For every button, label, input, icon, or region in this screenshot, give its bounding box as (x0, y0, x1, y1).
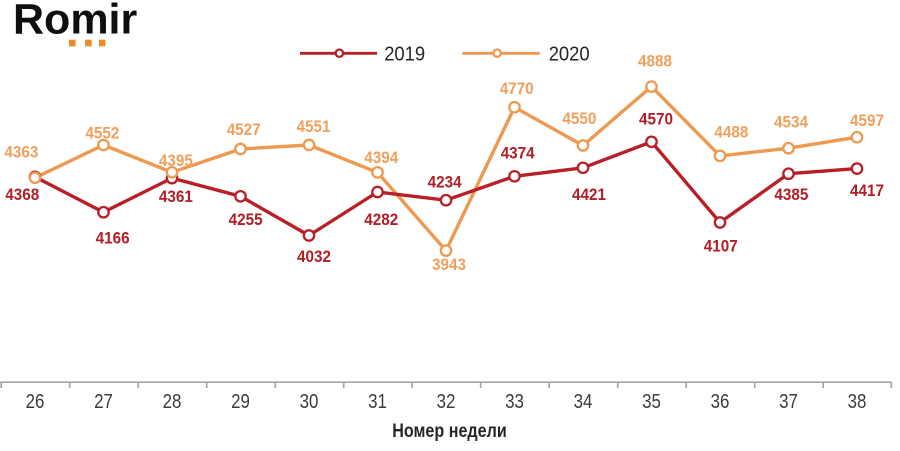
svg-text:4488: 4488 (714, 124, 748, 142)
svg-text:4032: 4032 (297, 248, 331, 266)
svg-text:4888: 4888 (638, 53, 672, 71)
svg-text:37: 37 (779, 390, 798, 413)
svg-text:Romir: Romir (13, 0, 138, 44)
svg-text:31: 31 (368, 390, 387, 413)
svg-text:4107: 4107 (704, 238, 738, 256)
svg-text:4394: 4394 (364, 149, 399, 167)
svg-text:4361: 4361 (159, 188, 193, 206)
svg-text:36: 36 (711, 390, 730, 413)
svg-text:4551: 4551 (297, 118, 331, 136)
svg-text:4282: 4282 (364, 211, 398, 229)
svg-text:4234: 4234 (428, 173, 463, 191)
svg-text:33: 33 (505, 390, 524, 413)
svg-text:26: 26 (26, 390, 45, 413)
svg-text:4770: 4770 (500, 80, 534, 98)
svg-text:4417: 4417 (850, 182, 884, 200)
svg-text:32: 32 (437, 390, 456, 413)
svg-text:4395: 4395 (159, 152, 193, 170)
svg-text:Номер недели: Номер недели (392, 421, 507, 442)
svg-text:35: 35 (642, 390, 661, 413)
svg-text:4527: 4527 (227, 121, 261, 139)
svg-text:4385: 4385 (774, 186, 808, 204)
svg-text:38: 38 (848, 390, 867, 413)
svg-text:3943: 3943 (432, 256, 466, 274)
svg-text:30: 30 (300, 390, 319, 413)
svg-text:4534: 4534 (774, 114, 809, 132)
svg-text:4368: 4368 (5, 186, 39, 204)
svg-text:27: 27 (94, 390, 113, 413)
svg-text:4570: 4570 (639, 111, 673, 129)
svg-text:4421: 4421 (572, 186, 606, 204)
svg-text:29: 29 (231, 390, 250, 413)
svg-text:4374: 4374 (501, 145, 536, 163)
svg-text:4166: 4166 (96, 229, 130, 247)
svg-text:4550: 4550 (562, 110, 596, 128)
svg-text:2019: 2019 (384, 44, 425, 66)
svg-text:2020: 2020 (549, 44, 590, 66)
svg-text:28: 28 (163, 390, 182, 413)
svg-text:4597: 4597 (850, 112, 884, 130)
svg-text:34: 34 (574, 390, 593, 413)
svg-text:4255: 4255 (229, 211, 263, 229)
svg-text:4363: 4363 (4, 144, 38, 162)
svg-text:4552: 4552 (85, 124, 119, 142)
